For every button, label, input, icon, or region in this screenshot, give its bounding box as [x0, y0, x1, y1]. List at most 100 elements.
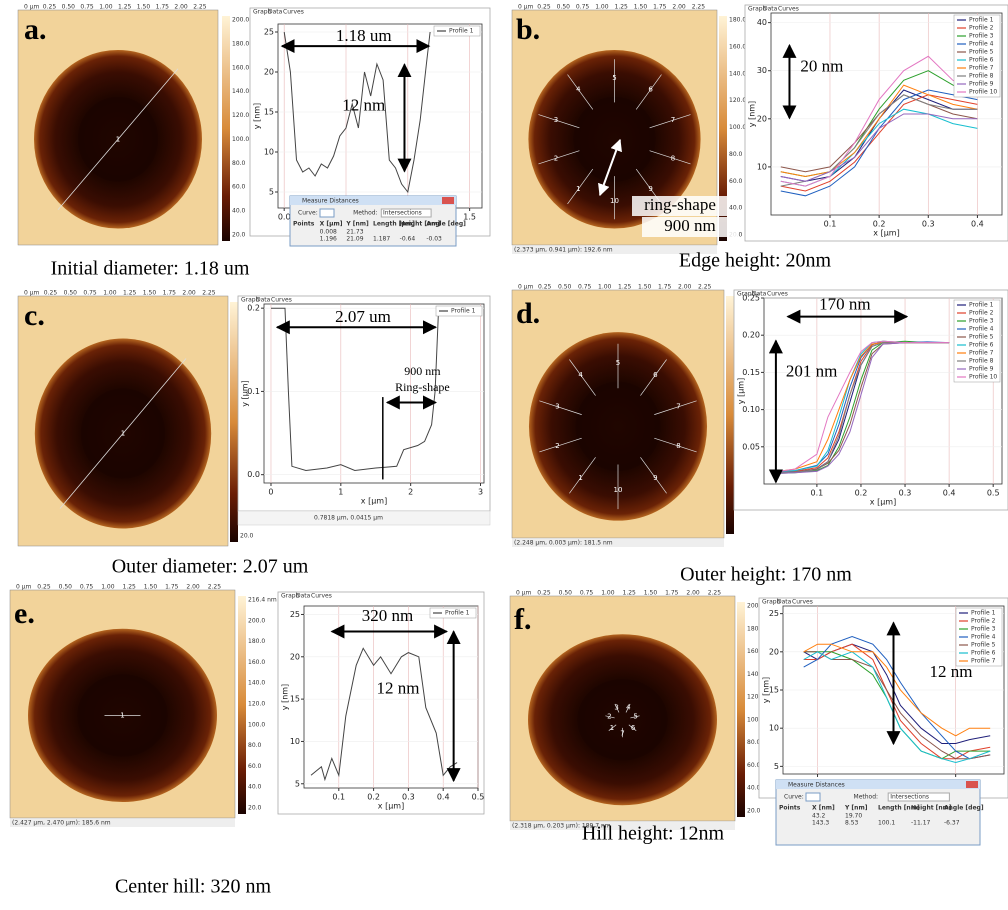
colorbar-label: 100.0 — [747, 716, 764, 723]
ruler-label: 0.25 — [43, 4, 57, 11]
table-header: Angle [deg] — [426, 221, 466, 228]
caption: Hill height: 12nm — [582, 823, 725, 845]
colorbar-label: 40.0 — [232, 208, 246, 215]
x-tick-label: 0.2 — [367, 793, 380, 802]
legend-label: Profile 9 — [969, 81, 994, 88]
table-header: Points — [779, 805, 801, 812]
tab[interactable]: Graph — [253, 9, 272, 16]
ruler-label: 0.25 — [537, 4, 551, 11]
legend-label: Profile 2 — [969, 310, 994, 317]
ruler-label: 2.00 — [686, 590, 700, 597]
tab[interactable]: Graph — [281, 593, 300, 600]
tab[interactable]: Curves — [778, 6, 799, 13]
tab[interactable]: Data — [296, 593, 311, 600]
status-text: (2.248 µm, 0.003 µm): 181.5 nm — [514, 540, 613, 547]
tab[interactable]: Curves — [792, 599, 813, 606]
legend-label: Profile 6 — [971, 650, 996, 657]
particle-center — [577, 679, 668, 761]
y-tick-label: 10 — [769, 724, 779, 733]
annotation: 1.18 um — [336, 26, 392, 45]
tab[interactable]: Curves — [271, 297, 292, 304]
ruler-label: 1.50 — [638, 284, 652, 291]
panel-label: e. — [14, 597, 35, 630]
profile-line — [654, 400, 697, 415]
x-tick-label: 0.2 — [873, 220, 886, 229]
ruler-label: 1.00 — [99, 4, 113, 11]
table-header: Y [nm] — [345, 221, 369, 228]
legend-label: Profile 9 — [969, 366, 994, 373]
x-axis-label: x [µm] — [870, 498, 896, 507]
profile-line — [649, 114, 691, 129]
y-tick-label: 20 — [290, 652, 300, 661]
x-tick-label: 0.4 — [437, 793, 450, 802]
tab[interactable]: Data — [763, 6, 778, 13]
colorbar-label: 120.0 — [729, 97, 746, 104]
profile-number: 8 — [676, 442, 680, 450]
tab[interactable]: Graph — [748, 6, 767, 13]
tab[interactable]: Graph — [241, 297, 260, 304]
x-tick-label: 0.3 — [922, 220, 935, 229]
y-tick-label: 40 — [757, 18, 767, 27]
ruler-label: 1.00 — [595, 4, 609, 11]
method-select[interactable] — [380, 208, 432, 218]
colorbar-label: 100.0 — [729, 124, 746, 131]
colorbar-label: 40.0 — [248, 784, 262, 791]
colorbar-label: 160.0 — [248, 659, 265, 666]
y-tick-label: 15 — [264, 108, 274, 117]
legend-label: Profile 10 — [969, 374, 997, 381]
tab[interactable]: Data — [752, 291, 767, 298]
table-cell: 0.008 — [320, 229, 337, 236]
profile-line — [640, 359, 667, 396]
colorbar-label: 60.0 — [232, 184, 246, 191]
tab[interactable]: Curves — [283, 9, 304, 16]
x-tick-label: 2 — [408, 488, 413, 497]
annotation: 2.07 um — [335, 307, 391, 326]
curve-input[interactable] — [805, 792, 821, 802]
colorbar-label: 140.0 — [747, 671, 764, 678]
ruler-label: 0.50 — [559, 590, 573, 597]
image-arrow — [598, 138, 622, 197]
ruler-label: 0.50 — [558, 284, 572, 291]
dialog-close[interactable] — [442, 197, 454, 204]
profile-number: 4 — [626, 704, 631, 712]
status-bar — [512, 539, 724, 547]
profile-line — [628, 724, 637, 731]
x-tick-label: 0.1 — [824, 220, 837, 229]
tab[interactable]: Curves — [311, 593, 332, 600]
colorbar-label: 180.0 — [729, 17, 746, 24]
legend-label: Profile 6 — [969, 342, 994, 349]
colorbar-label: 120.0 — [248, 701, 265, 708]
x-tick-label: 0.3 — [402, 793, 415, 802]
curve-input[interactable] — [319, 208, 335, 218]
profile-line — [538, 114, 580, 129]
profile-number: 4 — [576, 85, 581, 93]
colorbar-label: 100.0 — [232, 136, 249, 143]
x-tick-label: 0.5 — [472, 793, 485, 802]
x-tick-label: 0.3 — [899, 489, 912, 498]
dialog-close[interactable] — [966, 781, 978, 788]
colorbar-label: 80.0 — [729, 151, 743, 158]
tab[interactable]: Data — [777, 599, 792, 606]
ruler-label: 1.75 — [665, 590, 679, 597]
table-cell: 143.3 — [812, 820, 829, 827]
x-tick-label: 1 — [338, 488, 343, 497]
ruler-label: 1.75 — [658, 284, 672, 291]
x-tick-label: 0.5 — [987, 489, 1000, 498]
y-tick-label: 5 — [774, 762, 779, 771]
tab[interactable]: Graph — [762, 599, 781, 606]
profile-curve — [780, 84, 978, 178]
method-select[interactable] — [887, 792, 950, 802]
tab[interactable]: Data — [268, 9, 283, 16]
legend-label: Profile 3 — [969, 33, 994, 40]
legend-label: Profile 8 — [969, 358, 994, 365]
profile-number: 4 — [578, 371, 583, 379]
tab[interactable]: Graph — [737, 291, 756, 298]
x-axis-label: x [µm] — [873, 229, 899, 238]
y-tick-label: 0.1 — [247, 387, 260, 396]
colorbar — [719, 16, 727, 241]
tab[interactable]: Data — [256, 297, 271, 304]
tab[interactable]: Curves — [767, 291, 788, 298]
table-header: Height [nm] — [911, 805, 952, 812]
profile-line — [569, 359, 596, 396]
colorbar-label: 180.0 — [747, 625, 764, 632]
